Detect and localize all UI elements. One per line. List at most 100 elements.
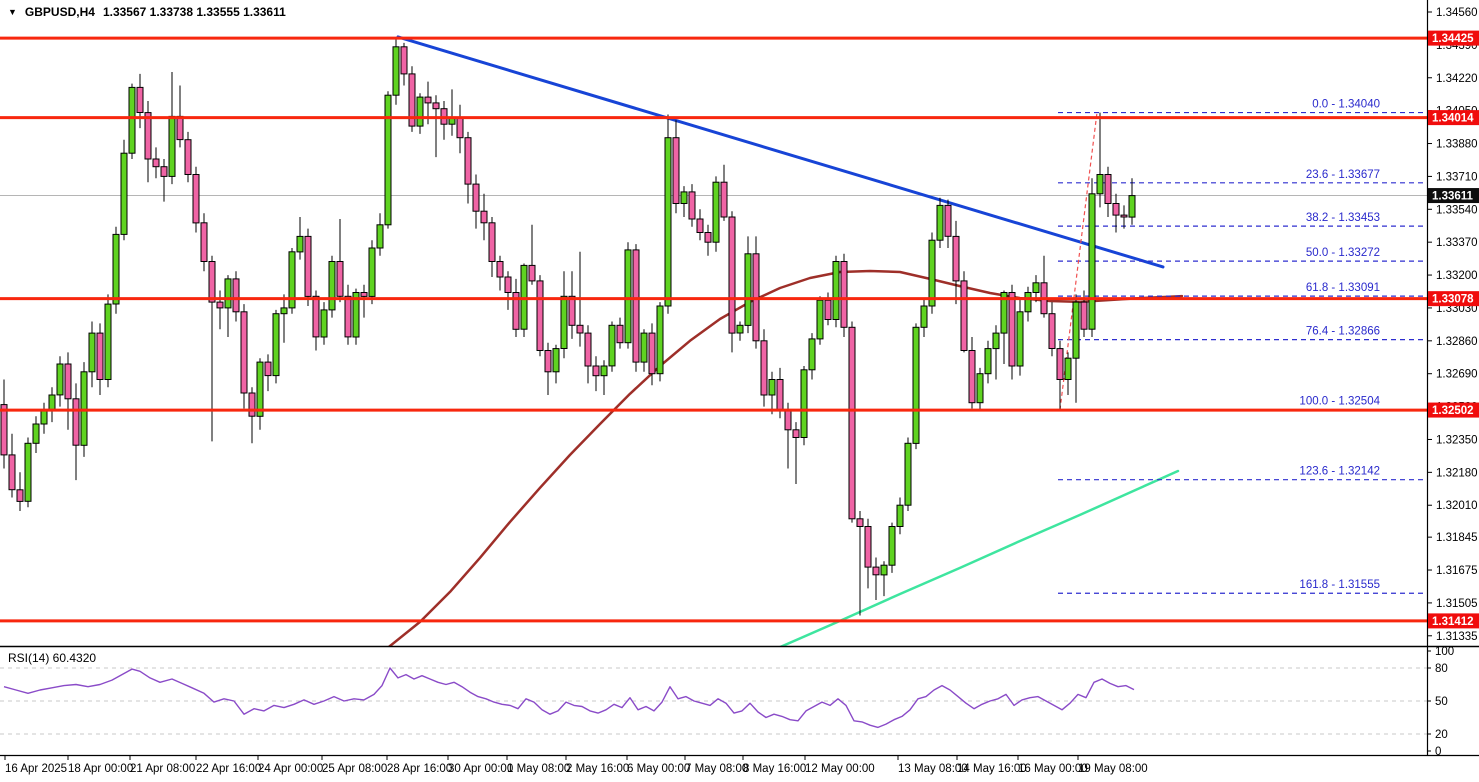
- time-label-2: 21 Apr 08:00: [130, 763, 195, 775]
- candle-34: [264, 354, 272, 392]
- candle-53: [416, 93, 424, 134]
- time-label-4: 24 Apr 00:00: [258, 763, 323, 775]
- price-tick-label-5: 1.33710: [1436, 171, 1478, 183]
- candle-25: [192, 166, 200, 233]
- price-tick-label-4: 1.33880: [1436, 139, 1478, 151]
- candle-12: [88, 321, 96, 388]
- time-label-6: 28 Apr 16:00: [387, 763, 452, 775]
- chart-titlebar: ▼ GBPUSD,H4 1.33567 1.33738 1.33555 1.33…: [8, 5, 286, 19]
- candle-65: [512, 278, 520, 337]
- time-label-10: 6 May 00:00: [627, 763, 690, 775]
- candle-75: [592, 356, 600, 392]
- rsi-line: [3, 667, 1135, 729]
- fib-level-label-0: 0.0 - 1.34040: [1312, 99, 1380, 111]
- fib-level-label-8: 161.8 - 1.31555: [1299, 579, 1380, 591]
- candle-58: [456, 104, 464, 154]
- candle-115: [912, 323, 920, 450]
- candle-79: [624, 242, 632, 349]
- candle-35: [272, 309, 280, 384]
- candle-45: [352, 288, 360, 345]
- candle-91: [720, 164, 728, 221]
- candle-121: [960, 271, 968, 353]
- price-badge-5: [1428, 613, 1479, 629]
- candle-132: [1048, 302, 1056, 357]
- candle-89: [704, 224, 712, 256]
- rsi-scale-label-3: 20: [1435, 729, 1448, 741]
- candle-133: [1056, 340, 1064, 411]
- price-badge-2: [1428, 188, 1479, 204]
- candle-55: [432, 95, 440, 158]
- candle-122: [968, 337, 976, 409]
- candle-62: [488, 217, 496, 277]
- candle-32: [248, 387, 256, 444]
- candle-57: [448, 89, 456, 136]
- candle-7: [48, 387, 56, 423]
- price-tick-label-16: 1.31845: [1436, 532, 1478, 544]
- candle-119: [944, 199, 952, 248]
- candle-27: [208, 255, 216, 442]
- candle-14: [104, 294, 112, 388]
- candle-66: [520, 263, 528, 337]
- candle-131: [1040, 255, 1048, 318]
- price-tick-label-6: 1.33540: [1436, 204, 1478, 216]
- fib-level-label-5: 76.4 - 1.32866: [1306, 326, 1380, 338]
- candle-83: [656, 302, 664, 382]
- candle-13: [96, 323, 104, 395]
- candle-110: [872, 557, 880, 600]
- fib-level-label-7: 123.6 - 1.32142: [1299, 466, 1380, 478]
- candle-84: [664, 114, 672, 314]
- candle-118: [936, 197, 944, 248]
- time-label-0: 16 Apr 2025: [5, 763, 67, 775]
- price-badge-text-5: 1.31412: [1432, 616, 1474, 628]
- candle-134: [1064, 352, 1072, 395]
- candle-29: [224, 275, 232, 337]
- candle-108: [856, 511, 864, 616]
- candle-109: [864, 518, 872, 589]
- fib-level-label-6: 100.0 - 1.32504: [1299, 396, 1380, 408]
- candle-51: [400, 42, 408, 86]
- candle-99: [784, 402, 792, 469]
- candle-116: [920, 298, 928, 337]
- time-label-17: 19 May 08:00: [1078, 763, 1148, 775]
- candle-139: [1104, 166, 1112, 217]
- rsi-scale-label-4: 0: [1435, 746, 1441, 758]
- price-badge-1: [1428, 110, 1479, 126]
- candle-43: [336, 219, 344, 303]
- candle-8: [56, 356, 64, 407]
- fib-level-label-4: 61.8 - 1.33091: [1306, 282, 1380, 294]
- candle-50: [392, 38, 400, 105]
- candle-2: [8, 433, 16, 498]
- price-tick-label-11: 1.32690: [1436, 369, 1478, 381]
- price-badge-text-0: 1.34425: [1432, 33, 1474, 45]
- price-badge-3: [1428, 291, 1479, 307]
- main-plot-area: 0.0 - 1.34040 23.6 - 1.33677 38.2 - 1.3345…: [0, 35, 1427, 646]
- candle-113: [896, 497, 904, 535]
- candle-18: [136, 73, 144, 129]
- candle-19: [144, 101, 152, 183]
- candle-123: [976, 367, 984, 411]
- candle-100: [792, 422, 800, 484]
- rsi-scale-label-2: 50: [1435, 696, 1448, 708]
- candle-114: [904, 437, 912, 511]
- candle-93: [736, 321, 744, 341]
- price-tick-label-10: 1.32860: [1436, 336, 1478, 348]
- chart-ohlc-quotes: 1.33567 1.33738 1.33555 1.33611: [102, 5, 286, 19]
- chart-symbol-period: GBPUSD,H4: [24, 5, 95, 19]
- candle-80: [632, 244, 640, 372]
- candle-39: [304, 228, 312, 306]
- symbol-dropdown-icon[interactable]: ▼: [8, 6, 17, 17]
- candle-30: [232, 271, 240, 322]
- price-badge-0: [1428, 30, 1479, 46]
- candle-10: [72, 383, 80, 481]
- descending-trendline[interactable]: [396, 35, 1165, 269]
- candle-71: [560, 271, 568, 359]
- candle-1: [0, 379, 8, 469]
- candle-49: [384, 91, 392, 229]
- candle-117: [928, 232, 936, 314]
- candle-33: [256, 358, 264, 430]
- candle-87: [688, 184, 696, 227]
- candle-72: [568, 271, 576, 339]
- price-tick-label-2: 1.34220: [1436, 73, 1478, 85]
- candle-90: [712, 176, 720, 252]
